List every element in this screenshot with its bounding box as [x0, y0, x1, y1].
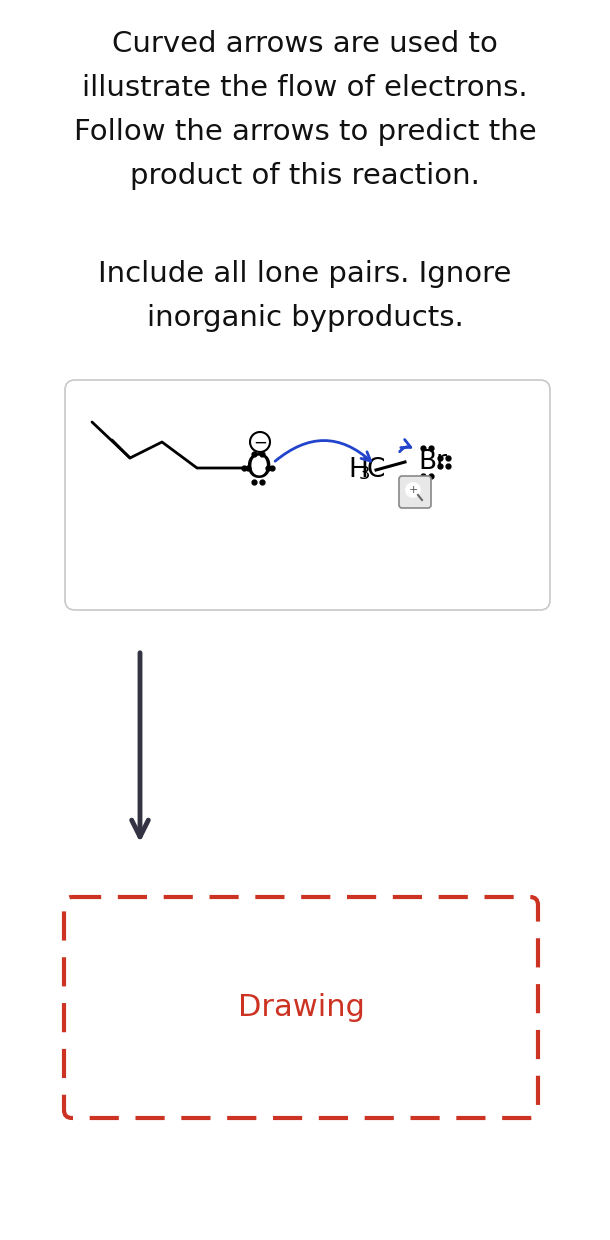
Text: Drawing: Drawing [237, 993, 364, 1022]
Text: Include all lone pairs. Ignore: Include all lone pairs. Ignore [98, 260, 512, 288]
Text: illustrate the flow of electrons.: illustrate the flow of electrons. [82, 74, 528, 102]
Text: Curved arrows are used to: Curved arrows are used to [112, 30, 498, 58]
Text: +: + [408, 485, 418, 495]
Circle shape [406, 484, 420, 497]
Text: product of this reaction.: product of this reaction. [130, 162, 480, 190]
Text: C: C [366, 458, 384, 484]
Text: Br: Br [418, 449, 447, 475]
Text: 3: 3 [359, 465, 370, 484]
FancyBboxPatch shape [399, 476, 431, 508]
Text: −: − [253, 434, 267, 453]
Text: O: O [245, 451, 271, 485]
Text: inorganic byproducts.: inorganic byproducts. [146, 304, 464, 332]
Text: H: H [348, 458, 368, 484]
FancyBboxPatch shape [64, 897, 538, 1118]
FancyBboxPatch shape [65, 379, 550, 610]
Text: Follow the arrows to predict the: Follow the arrows to predict the [74, 118, 536, 146]
